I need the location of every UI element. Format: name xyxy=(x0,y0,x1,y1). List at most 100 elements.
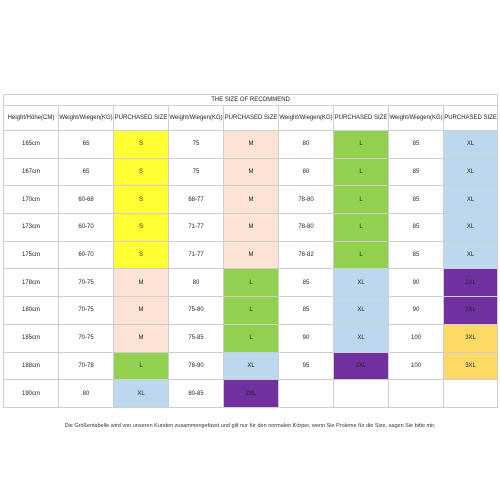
size-cell: XL xyxy=(442,240,499,270)
weight-cell: 80 xyxy=(278,157,334,187)
size-cell: L xyxy=(333,213,389,242)
size-cell: L xyxy=(333,240,389,270)
size-cell: L xyxy=(223,296,279,325)
weight-cell: 75 xyxy=(168,157,224,187)
header-weight-4: Weight/Wiegen(KG) xyxy=(388,105,444,131)
weight-cell: 90 xyxy=(278,323,334,353)
height-cell: 175cm xyxy=(3,240,59,270)
table-row: 190cm 80 XL 80-85 2XL xyxy=(3,379,499,408)
size-cell: M xyxy=(113,296,169,325)
weight-cell: 78-80 xyxy=(278,185,334,215)
size-cell: M xyxy=(223,129,279,159)
size-cell: S xyxy=(113,213,169,242)
table-row: 188cm 70-78 L 78-90 XL 95 2XL 100 3XL xyxy=(3,351,499,381)
weight-cell: 85 xyxy=(278,296,334,325)
weight-cell: 60-70 xyxy=(58,240,114,270)
weight-cell: 75-85 xyxy=(168,323,224,353)
height-cell: 190cm xyxy=(3,379,59,408)
size-cell: M xyxy=(223,213,279,242)
size-cell: S xyxy=(113,185,169,215)
title-row: THE SIZE OF RECOMMEND xyxy=(2,93,499,107)
header-size-3: PURCHASED SIZE xyxy=(333,105,389,131)
weight-cell xyxy=(388,379,444,408)
weight-cell: 75 xyxy=(168,129,224,159)
size-cell: 2XL xyxy=(333,351,389,381)
weight-cell: 85 xyxy=(388,213,444,242)
table-row: 170cm 60-68 S 68-77 M 78-80 L 85 XL xyxy=(3,185,499,215)
header-size-2: PURCHASED SIZE xyxy=(223,105,279,131)
size-cell: XL xyxy=(333,296,389,325)
height-cell: 188cm xyxy=(3,351,59,381)
table-row: 173cm 60-70 S 71-77 M 78-80 L 85 XL xyxy=(3,213,499,242)
weight-cell: 60-68 xyxy=(58,185,114,215)
weight-cell: 60-70 xyxy=(58,213,114,242)
weight-cell: 85 xyxy=(388,240,444,270)
weight-cell: 85 xyxy=(388,157,444,187)
size-cell: L xyxy=(333,129,389,159)
size-cell: 2XL xyxy=(442,268,499,298)
size-cell: XL xyxy=(442,157,499,187)
weight-cell: 95 xyxy=(278,351,334,381)
size-cell xyxy=(442,379,499,408)
size-cell: XL xyxy=(442,213,499,242)
table-row: 165cm 65 S 75 M 80 L 85 XL xyxy=(3,129,499,159)
table-title: THE SIZE OF RECOMMEND xyxy=(2,93,499,107)
height-cell: 170cm xyxy=(3,185,59,215)
size-cell: XL xyxy=(442,185,499,215)
size-cell: M xyxy=(223,157,279,187)
table-row: 180cm 70-75 M 75-80 L 85 XL 90 2XL xyxy=(3,296,499,325)
size-cell: 2XL xyxy=(223,379,279,408)
weight-cell: 71-77 xyxy=(168,240,224,270)
size-cell: XL xyxy=(442,129,499,159)
size-cell: S xyxy=(113,157,169,187)
weight-cell: 100 xyxy=(388,323,444,353)
size-cell: S xyxy=(113,240,169,270)
weight-cell: 85 xyxy=(388,185,444,215)
size-cell: M xyxy=(113,268,169,298)
weight-cell: 70-75 xyxy=(58,323,114,353)
size-cell xyxy=(333,379,389,408)
weight-cell: 78-82 xyxy=(278,240,334,270)
header-row: Height/Höhe(CM) Weight/Wiegen(KG) PURCHA… xyxy=(3,105,499,131)
table-row: 167cm 65 S 75 M 80 L 85 XL xyxy=(3,157,499,187)
weight-cell: 75-80 xyxy=(168,296,224,325)
weight-cell: 100 xyxy=(388,351,444,381)
weight-cell: 71-77 xyxy=(168,213,224,242)
size-chart: THE SIZE OF RECOMMEND Height/Höhe(CM) We… xyxy=(2,93,499,408)
weight-cell: 80 xyxy=(278,129,334,159)
header-size-1: PURCHASED SIZE xyxy=(113,105,169,131)
weight-cell: 90 xyxy=(388,296,444,325)
size-cell: M xyxy=(113,323,169,353)
header-height: Height/Höhe(CM) xyxy=(3,105,59,131)
weight-cell: 85 xyxy=(388,129,444,159)
footnote: Die Größentabelle wird von unseren Kunde… xyxy=(64,423,436,429)
header-size-4: PURCHASED SIZE xyxy=(442,105,499,131)
weight-cell: 80-85 xyxy=(168,379,224,408)
table-row: 175cm 60-70 S 71-77 M 78-82 L 85 XL xyxy=(3,240,499,270)
weight-cell xyxy=(278,379,334,408)
header-weight-1: Weight/Wiegen(KG) xyxy=(58,105,114,131)
height-cell: 167cm xyxy=(3,157,59,187)
height-cell: 185cm xyxy=(3,323,59,353)
weight-cell: 65 xyxy=(58,157,114,187)
size-cell: XL xyxy=(333,323,389,353)
weight-cell: 70-75 xyxy=(58,296,114,325)
size-cell: 3XL xyxy=(442,351,499,381)
size-cell: S xyxy=(113,129,169,159)
height-cell: 173cm xyxy=(3,213,59,242)
size-cell: XL xyxy=(223,351,279,381)
size-cell: 3XL xyxy=(442,323,499,353)
weight-cell: 80 xyxy=(168,268,224,298)
weight-cell: 90 xyxy=(388,268,444,298)
size-cell: L xyxy=(223,268,279,298)
weight-cell: 68-77 xyxy=(168,185,224,215)
size-cell: L xyxy=(333,157,389,187)
weight-cell: 78-80 xyxy=(278,213,334,242)
size-table: THE SIZE OF RECOMMEND Height/Höhe(CM) We… xyxy=(2,93,499,408)
header-weight-2: Weight/Wiegen(KG) xyxy=(168,105,224,131)
size-cell: XL xyxy=(333,268,389,298)
height-cell: 165cm xyxy=(3,129,59,159)
size-cell: XL xyxy=(113,379,169,408)
weight-cell: 78-90 xyxy=(168,351,224,381)
